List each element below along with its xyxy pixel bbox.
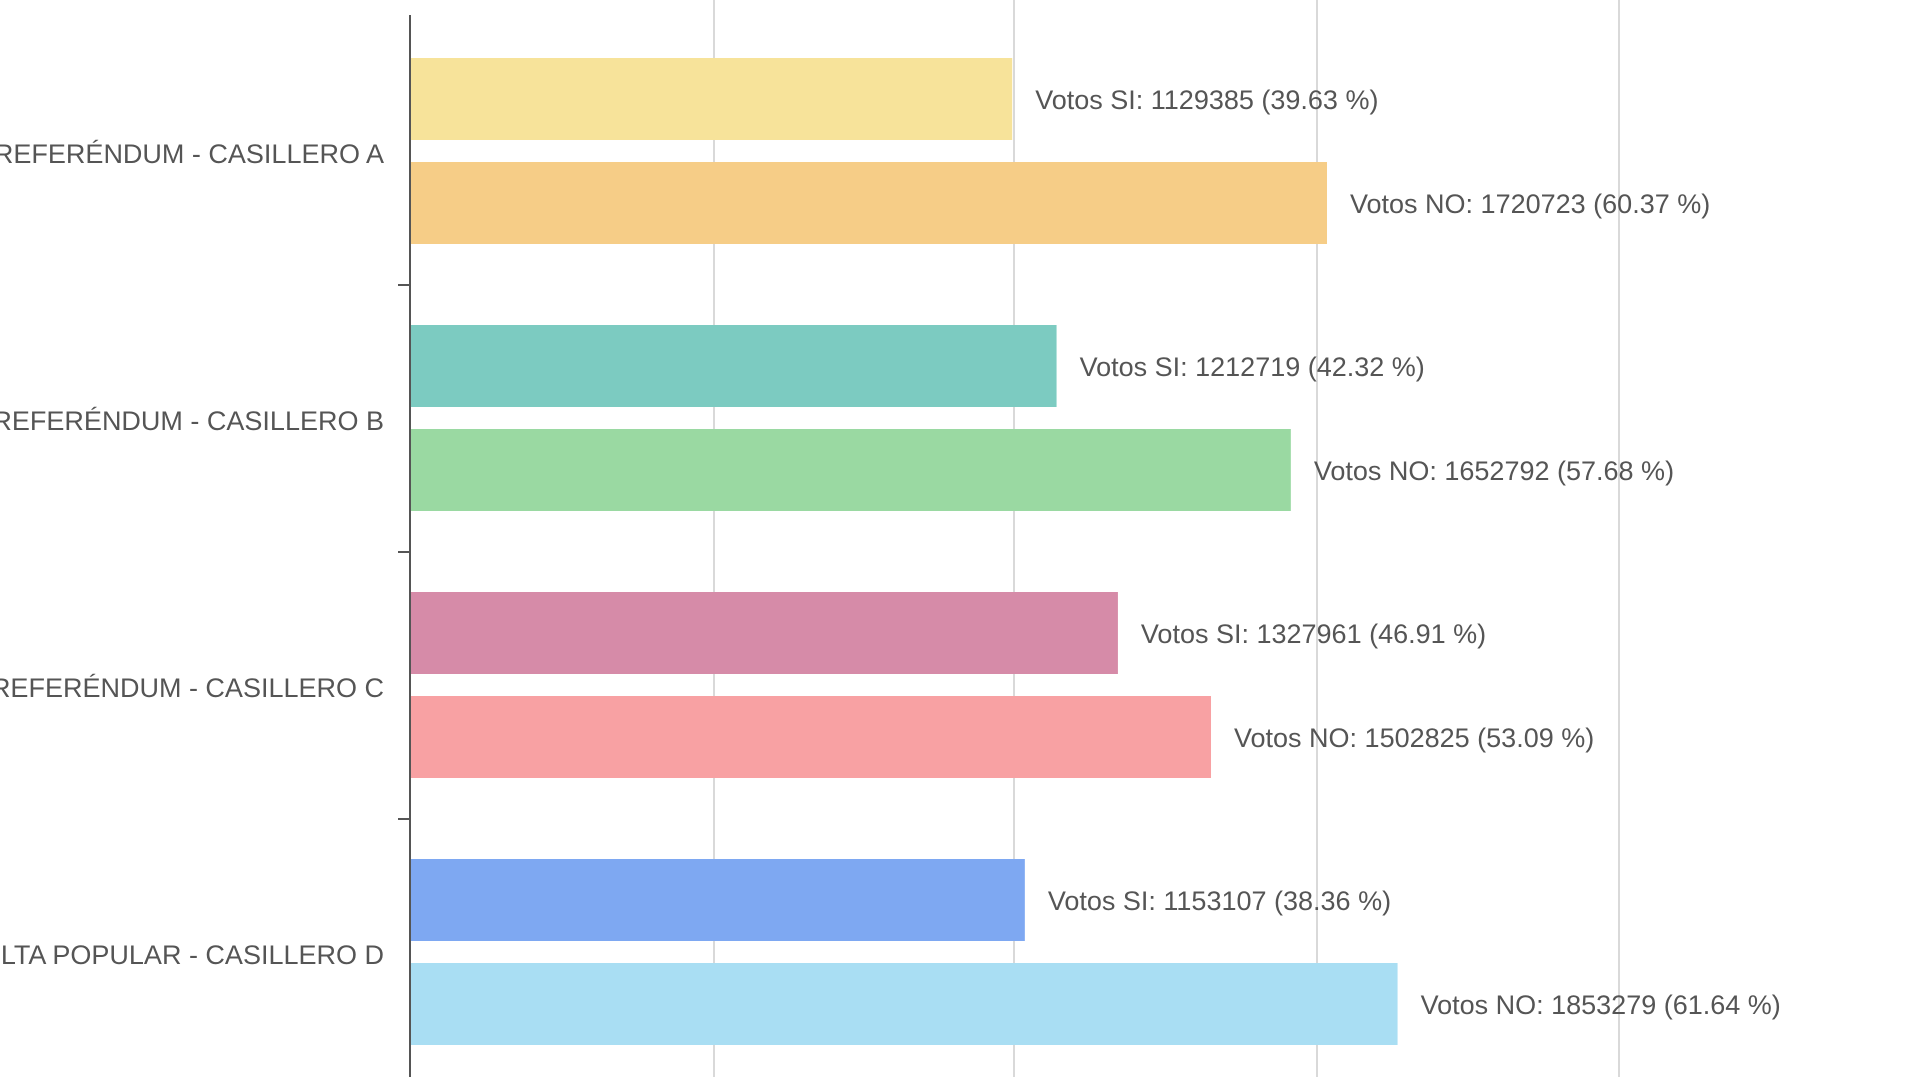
- bar-votos-no: [411, 963, 1398, 1045]
- data-label: Votos NO: 1853279 (61.64 %): [1421, 990, 1781, 1020]
- data-label: Votos SI: 1327961 (46.91 %): [1141, 619, 1486, 649]
- data-label: Votos SI: 1212719 (42.32 %): [1080, 352, 1425, 382]
- data-labels: Votos SI: 1129385 (39.63 %) Votos NO: 172…: [1035, 85, 1781, 1020]
- category-label: REFERÉNDUM - CASILLERO A: [0, 139, 384, 169]
- category-axis: REFERÉNDUM - CASILLERO A REFERÉNDUM - CAS…: [0, 15, 411, 1077]
- bars: [411, 58, 1398, 1045]
- bar-votos-no: [411, 162, 1327, 244]
- bar-votos-no: [411, 696, 1212, 778]
- bar-votos-si: [411, 592, 1118, 674]
- data-label: Votos SI: 1153107 (38.36 %): [1048, 886, 1391, 916]
- category-label: ULTA POPULAR - CASILLERO D: [0, 940, 384, 970]
- data-label: Votos SI: 1129385 (39.63 %): [1035, 85, 1378, 115]
- bar-votos-si: [411, 859, 1025, 941]
- category-label: REFERÉNDUM - CASILLERO C: [0, 673, 384, 703]
- bar-votos-si: [411, 58, 1013, 140]
- bar-votos-no: [411, 429, 1291, 511]
- bar-votos-si: [411, 325, 1057, 407]
- data-label: Votos NO: 1502825 (53.09 %): [1234, 723, 1594, 753]
- data-label: Votos NO: 1652792 (57.68 %): [1314, 456, 1674, 486]
- data-label: Votos NO: 1720723 (60.37 %): [1350, 189, 1710, 219]
- category-label: REFERÉNDUM - CASILLERO B: [0, 406, 384, 436]
